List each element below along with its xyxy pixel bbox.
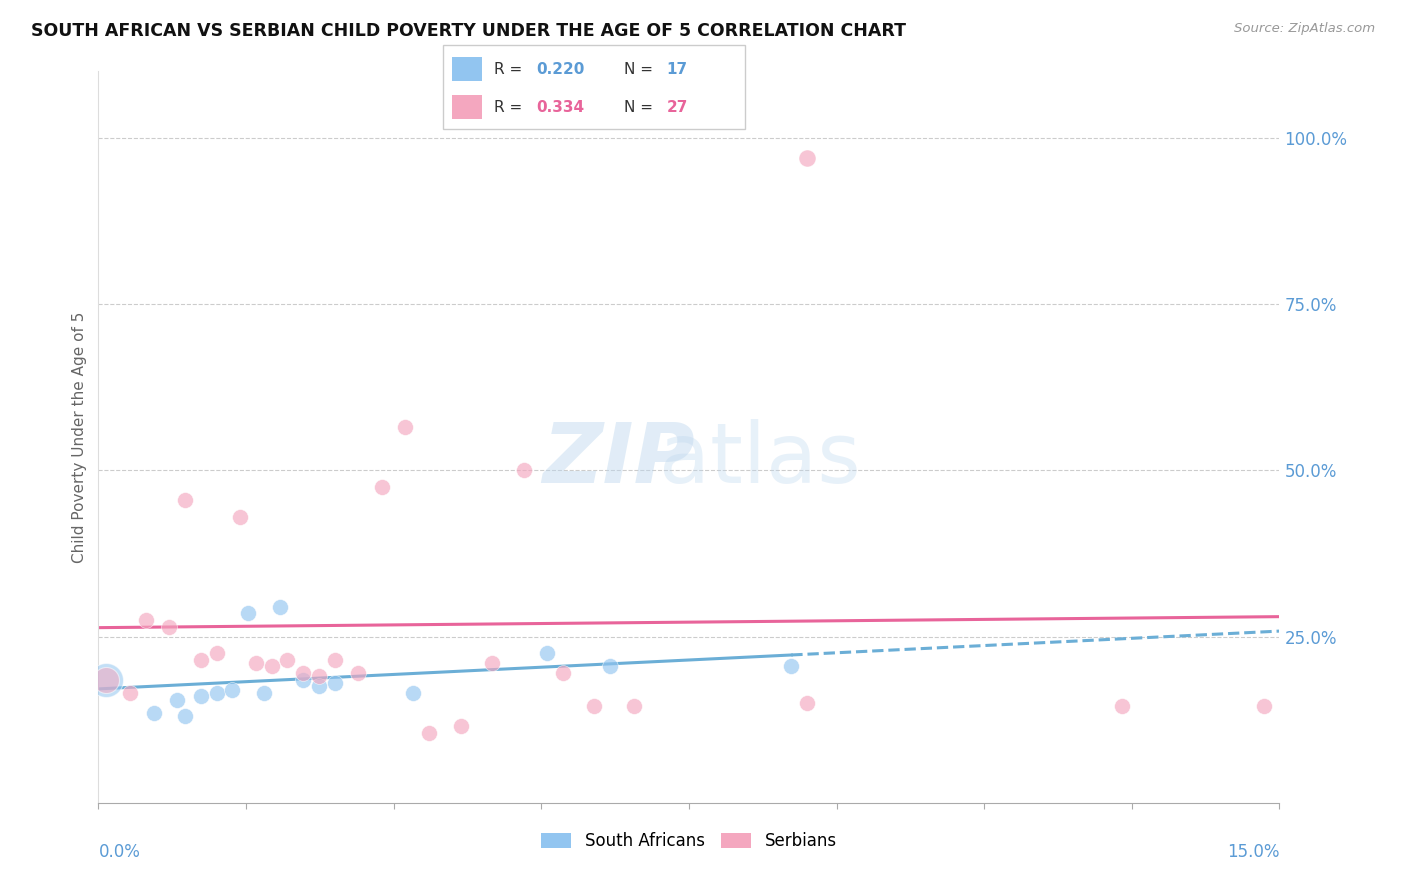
Point (166, 692, 188, 706)
Point (292, 666, 315, 681)
Point (418, 726, 440, 740)
Text: 27: 27 (666, 100, 688, 115)
Point (135, 613, 157, 627)
FancyBboxPatch shape (443, 45, 745, 129)
Text: 0.334: 0.334 (537, 100, 585, 115)
Point (269, 599, 291, 614)
Text: 17: 17 (666, 62, 688, 77)
Point (190, 653, 212, 667)
Text: SOUTH AFRICAN VS SERBIAN CHILD POVERTY UNDER THE AGE OF 5 CORRELATION CHART: SOUTH AFRICAN VS SERBIAN CHILD POVERTY U… (31, 22, 905, 40)
Point (236, 607, 259, 621)
Point (118, 686, 141, 700)
FancyBboxPatch shape (451, 57, 482, 81)
Point (292, 673, 315, 687)
Point (229, 509, 252, 524)
Point (1253, 699, 1275, 714)
Point (205, 686, 228, 700)
Point (205, 646, 228, 660)
Point (174, 493, 197, 508)
Point (450, 719, 472, 733)
Point (260, 659, 283, 673)
Text: R =: R = (495, 100, 527, 115)
Point (308, 680, 330, 694)
Point (253, 686, 276, 700)
Y-axis label: Child Poverty Under the Age of 5: Child Poverty Under the Age of 5 (72, 311, 87, 563)
Text: ZIP: ZIP (541, 418, 695, 500)
Point (308, 669, 330, 683)
Point (221, 682, 243, 697)
Point (623, 699, 645, 714)
Point (96, 673, 118, 687)
Text: 15.0%: 15.0% (1227, 843, 1279, 861)
Legend: South Africans, Serbians: South Africans, Serbians (534, 825, 844, 856)
Text: Source: ZipAtlas.com: Source: ZipAtlas.com (1234, 22, 1375, 36)
Point (583, 699, 606, 714)
Point (599, 659, 621, 673)
Point (536, 646, 558, 660)
Point (323, 653, 346, 667)
Text: 0.0%: 0.0% (98, 843, 141, 861)
Text: atlas: atlas (659, 418, 860, 500)
Point (394, 420, 416, 434)
Point (371, 480, 394, 494)
Point (190, 690, 212, 704)
Point (96, 673, 118, 687)
FancyBboxPatch shape (451, 95, 482, 120)
Text: N =: N = (624, 62, 658, 77)
Point (142, 706, 165, 720)
Point (174, 709, 197, 723)
Point (323, 676, 346, 690)
Point (481, 656, 503, 670)
Point (796, 151, 818, 165)
Point (796, 696, 818, 710)
Point (245, 656, 267, 670)
Point (1111, 699, 1133, 714)
Text: R =: R = (495, 62, 527, 77)
Point (512, 463, 534, 477)
Text: 0.220: 0.220 (537, 62, 585, 77)
Point (551, 666, 574, 681)
Point (347, 666, 370, 681)
Point (402, 686, 425, 700)
Point (157, 619, 180, 633)
Point (780, 659, 803, 673)
Point (276, 653, 298, 667)
Text: N =: N = (624, 100, 658, 115)
